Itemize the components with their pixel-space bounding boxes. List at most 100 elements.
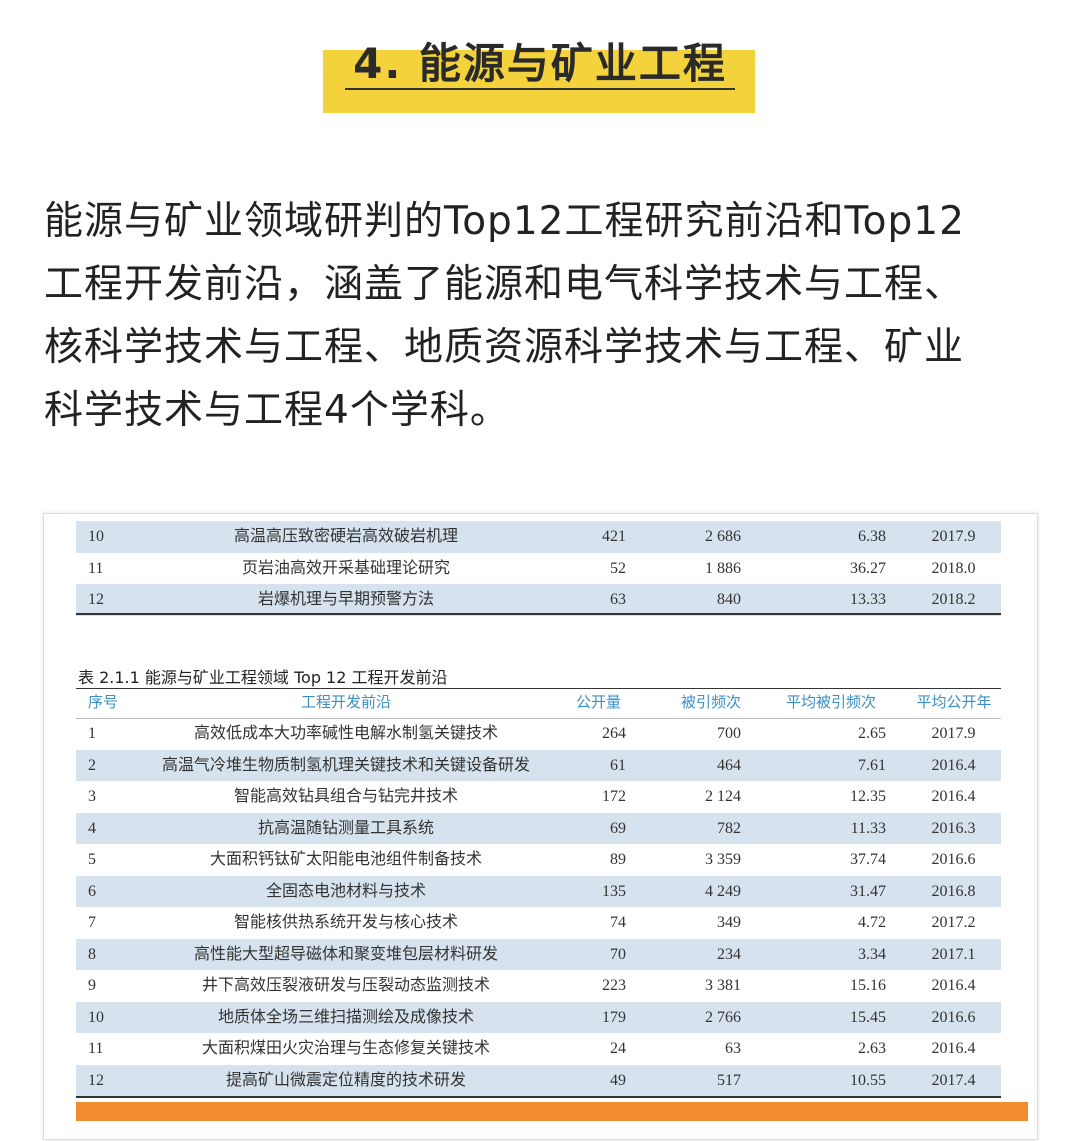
paragraph-line: 核科学技术与工程、地质资源科学技术与工程、矿业 [44,325,965,370]
cell-topic: 高效低成本大功率碱性电解水制氢关键技术 [193,725,498,742]
table-caption: 表 2.1.1 能源与矿业工程领域 Top 12 工程开发前沿 [78,668,448,687]
table-row: 5 大面积钙钛矿太阳能电池组件制备技术 89 3 359 37.74 2016.6 [76,844,1001,876]
cell-topic: 抗高温随钻测量工具系统 [257,819,434,837]
cell-count: 89 [610,851,626,868]
cell-count: 61 [610,756,626,774]
table-row: 7 智能核供热系统开发与核心技术 74 349 4.72 2017.2 [76,907,1001,939]
cell-no: 10 [88,1008,104,1026]
cell-cites: 517 [717,1071,741,1089]
cell-year: 2016.4 [931,788,976,805]
intro-paragraph: 能源与矿业领域研判的Top12工程研究前沿和Top12 工程开发前沿，涵盖了能源… [44,190,1054,442]
bottom-orange-bar [76,1102,1028,1121]
cell-cites: 63 [725,1040,741,1057]
paragraph-line: 工程开发前沿，涵盖了能源和电气科学技术与工程、 [44,262,965,307]
cell-cites: 464 [717,756,741,774]
cell-no: 12 [88,1071,104,1089]
cell-topic: 大面积煤田火灾治理与生态修复关键技术 [201,1040,490,1057]
table-row: 10 高温高压致密硬岩高效破岩机理 421 2 686 6.38 2017.9 [76,521,1001,553]
header-topic: 工程开发前沿 [300,693,391,711]
cell-topic: 高性能大型超导磁体和聚变堆包层材料研发 [193,945,498,963]
cell-topic: 高温高压致密硬岩高效破岩机理 [233,528,458,545]
table-row: 1 高效低成本大功率碱性电解水制氢关键技术 264 700 2.65 2017.9 [76,718,1001,750]
cell-count: 264 [602,725,626,742]
cell-count: 179 [602,1008,626,1026]
cell-avg: 15.16 [850,977,886,994]
cell-cites: 234 [717,945,741,963]
cell-no: 3 [88,788,96,805]
cell-avg: 3.34 [858,945,886,963]
development-fronts-table: 1 高效低成本大功率碱性电解水制氢关键技术 264 700 2.65 2017.9 2 高温气… [76,718,1001,1096]
heading-underline [345,88,735,90]
cell-year: 2017.1 [931,945,976,963]
cell-no: 9 [88,977,96,994]
cell-count: 135 [602,882,626,900]
cell-no: 12 [88,591,104,608]
cell-count: 52 [610,559,626,577]
section-heading: 4. 能源与矿业工程 [353,39,727,88]
cell-year: 2017.4 [931,1071,976,1089]
header-year: 平均公开年 [916,693,992,711]
cell-avg: 31.47 [850,882,886,900]
cell-avg: 12.35 [850,788,886,805]
header-cites: 被引频次 [680,693,741,711]
cell-year: 2016.8 [931,882,976,900]
paragraph-line: 科学技术与工程4个学科。 [44,388,510,433]
cell-no: 2 [88,756,96,774]
cell-cites: 3 359 [705,851,741,868]
paragraph-line: 能源与矿业领域研判的Top12工程研究前沿和Top12 [44,199,965,244]
cell-no: 11 [88,1040,104,1057]
cell-topic: 地质体全场三维扫描测绘及成像技术 [217,1008,474,1026]
cell-year: 2016.3 [931,819,976,837]
heading-highlight [323,50,755,113]
cell-year: 2018.0 [931,559,976,577]
table-row: 9 井下高效压裂液研发与压裂动态监测技术 223 3 381 15.16 2016.4 [76,970,1001,1002]
table-row: 11 页岩油高效开采基础理论研究 52 1 886 36.27 2018.0 [76,553,1001,585]
cell-no: 1 [88,725,96,742]
header-count: 公开量 [575,693,621,711]
cell-year: 2016.4 [931,756,976,774]
table-image: 10 高温高压致密硬岩高效破岩机理 421 2 686 6.38 2017.9 11 页岩油高… [43,513,1038,1140]
table-rule [76,718,1001,719]
cell-count: 63 [610,591,626,608]
table-row: 2 高温气冷堆生物质制氢机理关键技术和关键设备研发 61 464 7.61 2016.4 [76,749,1001,781]
cell-count: 69 [610,819,626,837]
cell-avg: 36.27 [850,559,886,577]
cell-count: 49 [610,1071,626,1089]
cell-no: 11 [88,559,104,577]
table-row: 6 全固态电池材料与技术 135 4 249 31.47 2016.8 [76,875,1001,907]
table-row: 3 智能高效钻具组合与钻完井技术 172 2 124 12.35 2016.4 [76,781,1001,813]
cell-cites: 4 249 [705,882,741,900]
cell-cites: 2 766 [705,1008,741,1026]
cell-cites: 2 686 [705,528,741,545]
cell-topic: 页岩油高效开采基础理论研究 [241,559,450,577]
cell-topic: 智能核供热系统开发与核心技术 [233,914,458,931]
cell-year: 2017.9 [931,528,976,545]
cell-no: 6 [88,882,96,900]
cell-avg: 11.33 [850,819,886,837]
cell-count: 24 [610,1040,626,1057]
table-rule [76,688,1001,689]
table-row: 10 地质体全场三维扫描测绘及成像技术 179 2 766 15.45 2016.6 [76,1001,1001,1033]
cell-no: 10 [88,528,104,545]
cell-count: 172 [602,788,626,805]
cell-avg: 7.61 [858,756,886,774]
table-row: 11 大面积煤田火灾治理与生态修复关键技术 24 63 2.63 2016.4 [76,1033,1001,1065]
cell-avg: 10.55 [850,1071,886,1089]
cell-topic: 高温气冷堆生物质制氢机理关键技术和关键设备研发 [161,756,530,774]
cell-cites: 2 124 [705,788,741,805]
cell-cites: 349 [717,914,741,931]
cell-avg: 6.38 [858,528,886,545]
table-rule [76,1096,1001,1098]
cell-count: 223 [602,977,626,994]
cell-topic: 岩爆机理与早期预警方法 [257,591,434,608]
cell-cites: 1 886 [705,559,741,577]
cell-topic: 大面积钙钛矿太阳能电池组件制备技术 [209,851,482,868]
cell-year: 2017.9 [931,725,976,742]
cell-avg: 37.74 [850,851,886,868]
cell-topic: 提高矿山微震定位精度的技术研发 [225,1071,466,1089]
cell-no: 5 [88,851,96,868]
cell-cites: 700 [717,725,741,742]
header-avg: 平均被引频次 [785,693,876,711]
cell-year: 2016.6 [931,1008,976,1026]
cell-no: 7 [88,914,96,931]
